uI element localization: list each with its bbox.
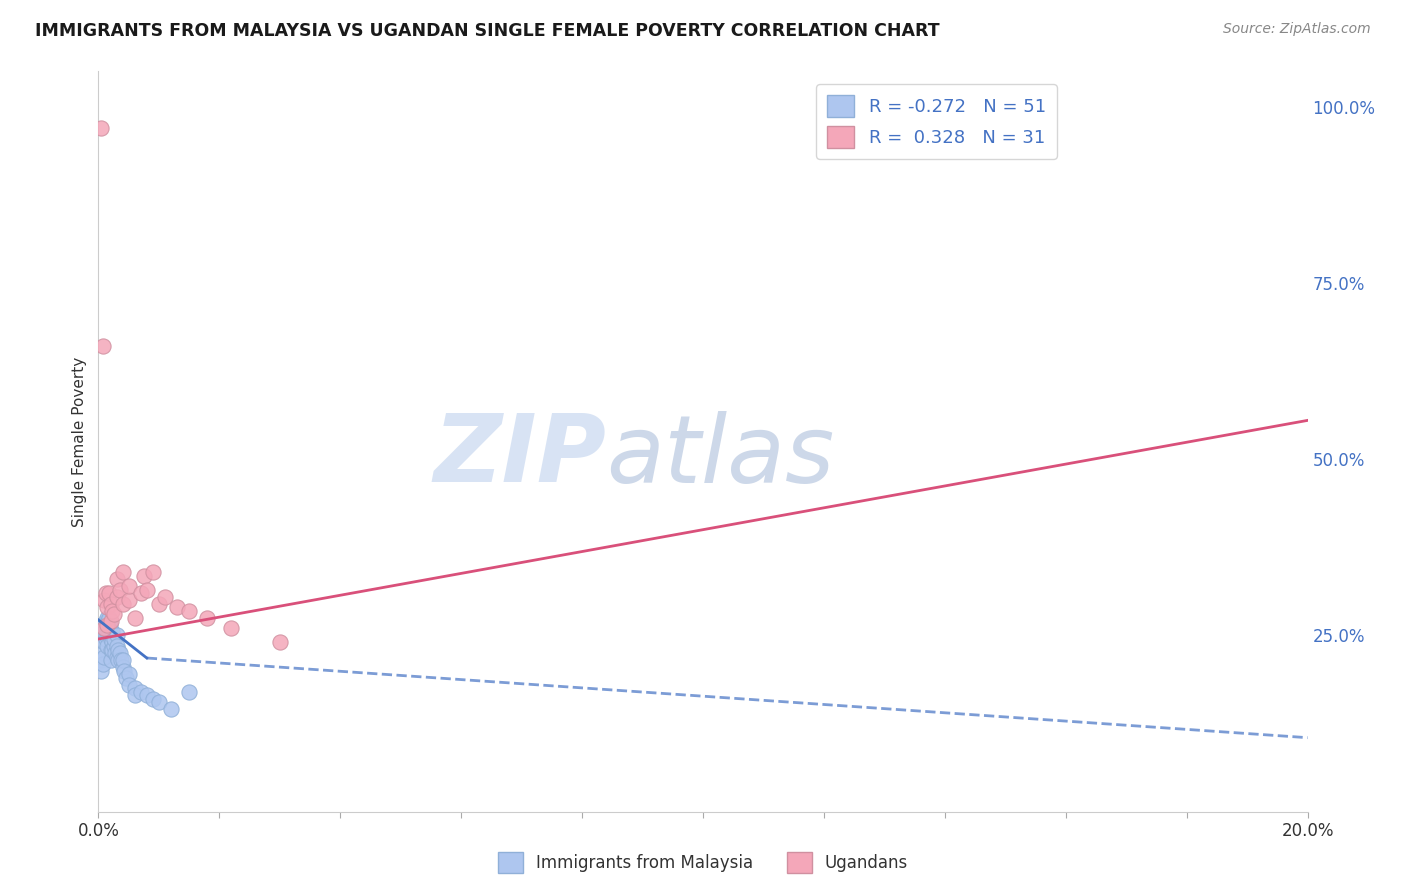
Point (135, 582, 157, 597)
Point (118, 579, 141, 593)
Point (142, 692, 165, 706)
Point (98, 586, 121, 600)
Point (135, 689, 157, 703)
Point (96, 611, 118, 625)
Point (96, 600, 118, 615)
Point (90, 664, 112, 678)
Point (100, 642, 122, 657)
Point (91, 339, 114, 353)
Point (103, 632, 125, 646)
Point (118, 667, 141, 681)
Point (105, 628, 128, 642)
Point (96, 628, 118, 642)
Point (94, 586, 117, 600)
Point (93, 635, 115, 649)
Point (129, 685, 152, 699)
Point (124, 681, 146, 696)
Point (105, 590, 128, 604)
Legend: Immigrants from Malaysia, Ugandans: Immigrants from Malaysia, Ugandans (491, 846, 915, 880)
Point (90, 653, 112, 667)
Point (91, 646, 114, 660)
Point (108, 582, 131, 597)
Point (129, 586, 152, 600)
Point (100, 628, 122, 642)
Point (124, 689, 146, 703)
Point (96, 621, 118, 635)
Point (100, 624, 122, 639)
Point (93, 649, 115, 664)
Text: Source: ZipAtlas.com: Source: ZipAtlas.com (1223, 22, 1371, 37)
Text: IMMIGRANTS FROM MALAYSIA VS UGANDAN SINGLE FEMALE POVERTY CORRELATION CHART: IMMIGRANTS FROM MALAYSIA VS UGANDAN SING… (35, 22, 939, 40)
Point (112, 664, 135, 678)
Point (107, 642, 129, 657)
Point (94, 615, 117, 629)
Text: ZIP: ZIP (433, 410, 606, 502)
Y-axis label: Single Female Poverty: Single Female Poverty (72, 357, 87, 526)
Point (105, 639, 128, 653)
Point (101, 642, 124, 657)
Point (93, 621, 115, 635)
Point (103, 607, 125, 622)
Point (90, 120, 112, 135)
Point (100, 653, 122, 667)
Point (100, 615, 122, 629)
Point (160, 702, 183, 716)
Point (98, 618, 121, 632)
Point (111, 660, 134, 674)
Point (153, 590, 176, 604)
Point (110, 653, 132, 667)
Point (124, 611, 146, 625)
Point (179, 604, 201, 618)
Point (105, 649, 128, 664)
Point (118, 593, 141, 607)
Point (93, 593, 115, 607)
Point (97, 621, 120, 635)
Point (105, 572, 128, 586)
Point (97, 611, 120, 625)
Point (96, 618, 118, 632)
Point (98, 624, 121, 639)
Point (179, 685, 201, 699)
Point (111, 565, 134, 579)
Point (111, 597, 134, 611)
Point (93, 618, 115, 632)
Point (97, 615, 120, 629)
Legend: R = -0.272   N = 51, R =  0.328   N = 31: R = -0.272 N = 51, R = 0.328 N = 31 (817, 84, 1057, 159)
Point (91, 657, 114, 671)
Point (114, 671, 136, 685)
Point (142, 565, 165, 579)
Point (148, 597, 170, 611)
Point (269, 635, 291, 649)
Point (148, 695, 170, 709)
Point (166, 600, 188, 615)
Point (100, 632, 122, 646)
Point (103, 639, 125, 653)
Point (96, 639, 118, 653)
Point (100, 597, 122, 611)
Point (195, 611, 218, 625)
Point (101, 635, 124, 649)
Point (108, 646, 131, 660)
Point (132, 568, 155, 582)
Point (104, 646, 127, 660)
Point (94, 632, 117, 646)
Point (93, 624, 115, 639)
Text: atlas: atlas (606, 411, 835, 502)
Point (221, 621, 243, 635)
Point (118, 678, 141, 692)
Point (111, 653, 134, 667)
Point (96, 624, 118, 639)
Point (107, 653, 129, 667)
Point (100, 604, 122, 618)
